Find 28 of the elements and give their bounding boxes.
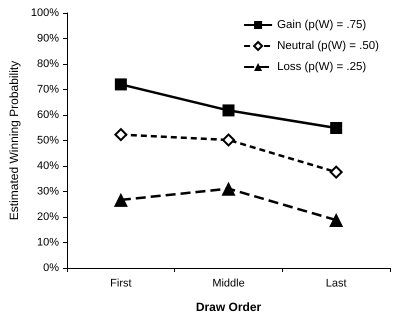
legend-label: Neutral (p(W) = .50): [277, 40, 380, 52]
y-tick-label: 100%: [30, 7, 60, 19]
point: [114, 128, 128, 142]
y-tick-label: 50%: [37, 134, 60, 146]
point: [329, 213, 344, 228]
y-tick-label: 20%: [37, 211, 60, 223]
point: [330, 122, 342, 134]
y-tick-label: 80%: [37, 58, 60, 70]
point: [114, 192, 128, 207]
legend-label: Gain (p(W) = .75): [277, 19, 366, 31]
point: [330, 166, 343, 179]
y-axis-title: Estimated Winning Probability: [7, 60, 21, 220]
y-tick-label: 90%: [37, 32, 60, 44]
point: [114, 78, 127, 90]
y-tick-label: 30%: [37, 186, 60, 198]
legend-label: Loss (p(W) = .25): [277, 61, 366, 73]
point: [222, 182, 236, 196]
y-tick-label: 10%: [37, 236, 60, 248]
y-tick-label: 0%: [43, 262, 60, 274]
point: [222, 133, 236, 146]
y-tick-label: 40%: [37, 160, 60, 172]
x-tick-label: Middle: [212, 278, 245, 290]
x-tick-label: Last: [326, 278, 347, 290]
y-tick-label: 70%: [37, 84, 60, 96]
x-tick-label: First: [110, 278, 132, 290]
point: [222, 104, 235, 116]
y-tick-label: 60%: [37, 109, 60, 121]
x-axis-title: Draw Order: [196, 300, 262, 314]
